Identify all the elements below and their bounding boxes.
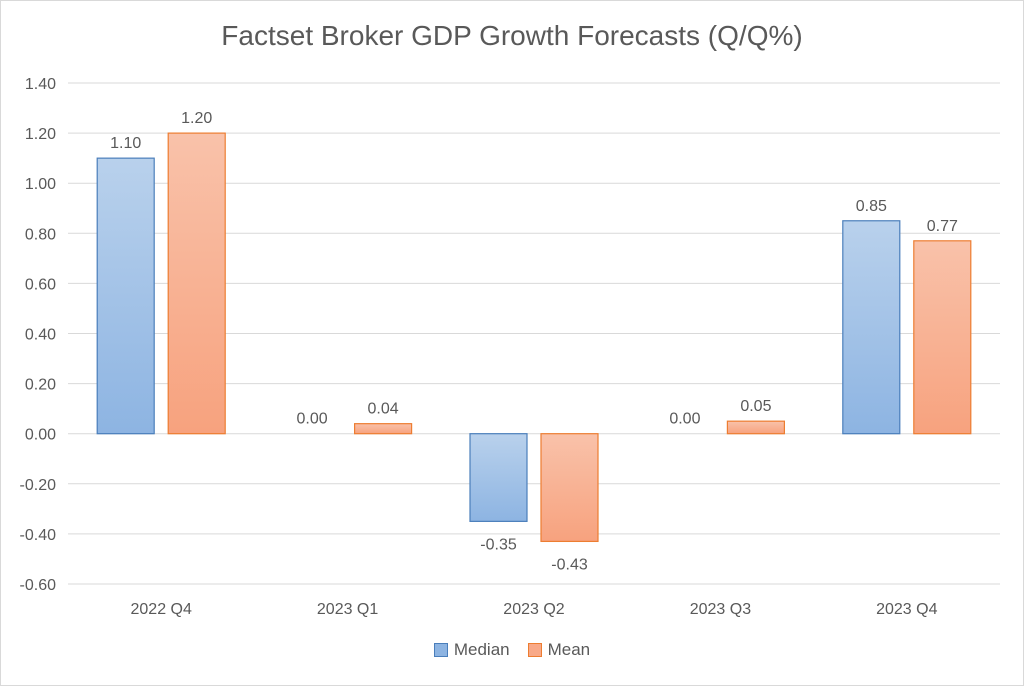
bar-mean bbox=[913, 240, 972, 435]
data-label: 0.05 bbox=[740, 398, 771, 415]
data-label: 0.77 bbox=[927, 218, 958, 235]
data-label: 0.00 bbox=[669, 411, 700, 428]
data-label: 0.00 bbox=[297, 411, 328, 428]
y-tick-label: 1.00 bbox=[25, 176, 56, 193]
data-label: -0.35 bbox=[480, 536, 517, 553]
y-tick-label: 0.40 bbox=[25, 327, 56, 344]
y-tick-label: 0.00 bbox=[25, 427, 56, 444]
bar-median bbox=[96, 157, 155, 435]
y-tick-label: 0.80 bbox=[25, 226, 56, 243]
y-tick-label: 1.40 bbox=[25, 76, 56, 93]
bar-mean bbox=[540, 433, 599, 543]
x-tick-label: 2023 Q3 bbox=[690, 601, 751, 618]
data-label: 1.10 bbox=[110, 135, 141, 152]
y-tick-label: 0.20 bbox=[25, 377, 56, 394]
legend-swatch bbox=[527, 643, 542, 657]
bar-mean bbox=[726, 420, 786, 435]
bar-median bbox=[842, 220, 901, 435]
chart-title: Factset Broker GDP Growth Forecasts (Q/Q… bbox=[221, 20, 803, 51]
data-label: 0.85 bbox=[856, 198, 887, 215]
data-label: 1.20 bbox=[181, 110, 212, 127]
y-tick-label: -0.60 bbox=[20, 577, 57, 594]
bar-median bbox=[469, 433, 528, 522]
bar-mean bbox=[167, 132, 226, 435]
bar-mean bbox=[354, 423, 413, 435]
legend-label: Median bbox=[453, 640, 510, 659]
legend-label: Mean bbox=[547, 640, 591, 659]
y-tick-label: -0.20 bbox=[20, 477, 57, 494]
x-tick-label: 2022 Q4 bbox=[131, 601, 192, 618]
legend-item-median: Median bbox=[433, 640, 510, 660]
legend-item-mean: Mean bbox=[527, 640, 591, 660]
data-label: -0.43 bbox=[551, 556, 588, 573]
legend-swatch bbox=[433, 643, 448, 657]
y-tick-label: 0.60 bbox=[25, 276, 56, 293]
y-tick-label: -0.40 bbox=[20, 527, 57, 544]
x-tick-label: 2023 Q4 bbox=[876, 601, 937, 618]
data-label: 0.04 bbox=[368, 401, 399, 418]
legend: Median Mean bbox=[0, 640, 1024, 660]
x-tick-label: 2023 Q1 bbox=[317, 601, 378, 618]
y-tick-label: 1.20 bbox=[25, 126, 56, 143]
x-tick-label: 2023 Q2 bbox=[503, 601, 564, 618]
